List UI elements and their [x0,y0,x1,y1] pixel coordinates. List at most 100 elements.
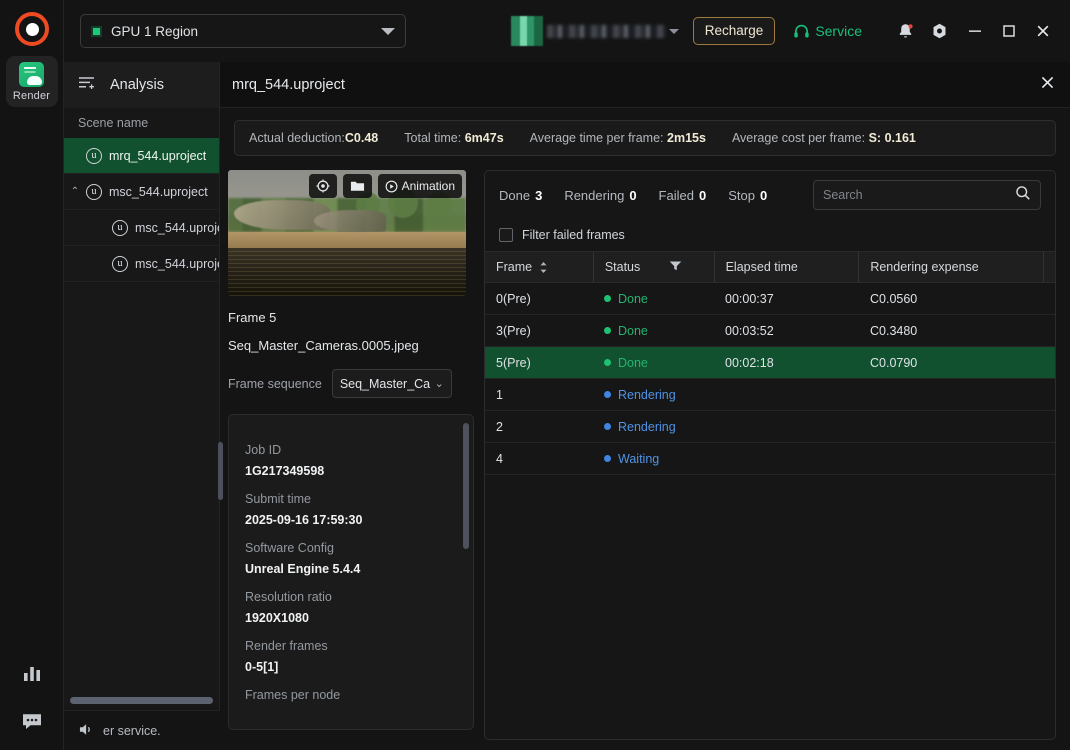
animation-button[interactable]: Animation [377,174,462,198]
scene-name-2: msc_544.uproject [135,220,219,235]
stat-avg-time-per-frame: Average time per frame: 2m15s [529,131,706,145]
chevron-down-icon [381,27,395,35]
play-circle-icon [385,180,398,192]
status-tab-rendering[interactable]: Rendering 0 [564,187,637,203]
frame-filename-label: Seq_Master_Cameras.0005.jpeg [228,338,419,353]
cell-status: Done [593,292,714,306]
statistics-icon[interactable] [13,654,51,692]
chevron-down-icon: ⌄ [434,378,444,390]
cell-frame: 0(Pre) [496,291,531,306]
frame-sequence-label: Frame sequence [228,376,322,391]
speaker-icon[interactable] [78,722,95,740]
rail-item-render-label: Render [12,90,51,102]
close-button[interactable] [1028,16,1058,46]
table-row[interactable]: 5(Pre) Done 00:02:18 C0.0790 [485,347,1055,379]
column-header-status[interactable]: Status [592,252,714,282]
table-row[interactable]: 3(Pre) Done 00:03:52 C0.3480 [485,315,1055,347]
unreal-engine-icon: u [112,255,128,272]
cell-elapsed-time: 00:00:37 [725,291,774,306]
search-box[interactable] [813,180,1041,210]
column-header-frame[interactable]: Frame [485,252,593,282]
job-field-value-3: 1920X1080 [245,611,309,625]
status-dot-icon [604,423,611,430]
render-icon [19,62,44,87]
filter-icon[interactable] [669,260,682,275]
water-area [228,248,466,296]
cell-frame: 1 [496,387,503,402]
sidebar-item-scene-2[interactable]: u msc_544.uproject [64,210,219,246]
notifications-bell-icon[interactable] [888,14,922,48]
scene-sidebar: Analysis Scene name u mrq_544.uproject ⌃… [64,62,220,750]
tree-twisty-1[interactable]: ⌃ [70,186,80,197]
maximize-button[interactable] [994,16,1024,46]
status-tab-failed[interactable]: Failed 0 [658,187,707,203]
filter-failed-frames-label[interactable]: Filter failed frames [522,228,625,242]
column-header-action[interactable]: A [1042,252,1055,282]
cell-status: Rendering [593,420,714,434]
job-field-label-0: Job ID [245,443,282,457]
status-bar-text: er service. [103,723,161,738]
search-input[interactable] [823,188,1015,202]
table-row[interactable]: 4 Waiting [485,443,1055,475]
title-bar-actions: Recharge Service [510,14,1070,48]
job-info-scrollbar[interactable] [463,423,469,549]
tab-close-icon[interactable] [1039,74,1056,96]
preview-icon[interactable] [308,174,337,198]
table-row[interactable]: 2 Rendering [485,411,1055,443]
unreal-engine-icon: u [112,219,128,236]
detail-pane-scrollbar[interactable] [218,442,223,500]
status-tab-done[interactable]: Done 3 [499,187,543,203]
folder-icon[interactable] [342,174,372,198]
sidebar-item-scene-1[interactable]: ⌃ u msc_544.uproject [64,174,219,210]
job-field-label-4: Render frames [245,639,328,653]
job-info-card: Job ID 1G217349598 Submit time 2025-09-1… [228,414,474,730]
column-header-elapsed-time[interactable]: Elapsed time [713,252,859,282]
account-chevron-down-icon[interactable] [668,28,679,34]
filter-list-icon[interactable] [78,75,96,96]
recharge-button[interactable]: Recharge [692,17,776,45]
sidebar-horizontal-scrollbar[interactable] [70,697,213,704]
tab-project-title[interactable]: mrq_544.uproject [232,76,345,93]
chat-icon[interactable] [13,702,51,740]
cell-status: Waiting [593,452,714,466]
status-tab-stop[interactable]: Stop 0 [728,187,768,203]
job-field-value-2: Unreal Engine 5.4.4 [245,562,361,576]
status-dot-icon [604,391,611,398]
region-select[interactable]: GPU 1 Region [80,14,406,48]
scene-name-3: msc_544.uproject [135,256,219,271]
frame-sequence-row: Frame sequence Seq_Master_Ca ⌄ [228,369,474,398]
search-icon[interactable] [1015,185,1031,206]
cell-frame: 4 [496,451,503,466]
analysis-title: Analysis [110,77,164,93]
column-header-rendering-expense[interactable]: Rendering expense [858,252,1043,282]
sidebar-item-scene-0[interactable]: u mrq_544.uproject [64,138,219,174]
content-area: mrq_544.uproject Actual deduction:C0.48 … [218,62,1070,750]
cell-frame: 3(Pre) [496,323,531,338]
summary-stats-bar: Actual deduction:C0.48 Total time: 6m47s… [234,120,1056,156]
table-row[interactable]: 1 Rendering [485,379,1055,411]
avatar[interactable] [510,16,543,46]
animation-button-label: Animation [401,179,455,193]
unreal-engine-icon: u [86,147,102,164]
frame-thumbnail[interactable]: Animation [228,170,466,296]
status-dot-icon [604,327,611,334]
sort-icon[interactable] [539,261,548,274]
rail-item-render[interactable]: Render [5,56,58,107]
app-logo-icon [14,12,49,46]
sidebar-item-scene-3[interactable]: u msc_544.uproject [64,246,219,282]
gear-icon[interactable] [922,14,956,48]
cell-status: Done [593,324,714,338]
cell-status: Rendering [593,388,714,402]
thumbnail-toolbar: Animation [308,174,462,198]
minimize-button[interactable] [960,16,990,46]
service-link[interactable]: Service [793,23,862,40]
frame-detail-pane: Animation Frame 5 Seq_Master_Cameras.000… [218,170,474,750]
filter-failed-frames-checkbox[interactable] [499,228,513,242]
table-row[interactable]: 0(Pre) Done 00:00:37 C0.0560 [485,283,1055,315]
filter-failed-frames-row: Filter failed frames [485,219,1055,251]
cell-frame: 5(Pre) [496,355,531,370]
job-field-value-1: 2025-09-16 17:59:30 [245,513,363,527]
stat-actual-deduction: Actual deduction:C0.48 [249,131,379,145]
frame-sequence-select[interactable]: Seq_Master_Ca ⌄ [331,369,452,398]
